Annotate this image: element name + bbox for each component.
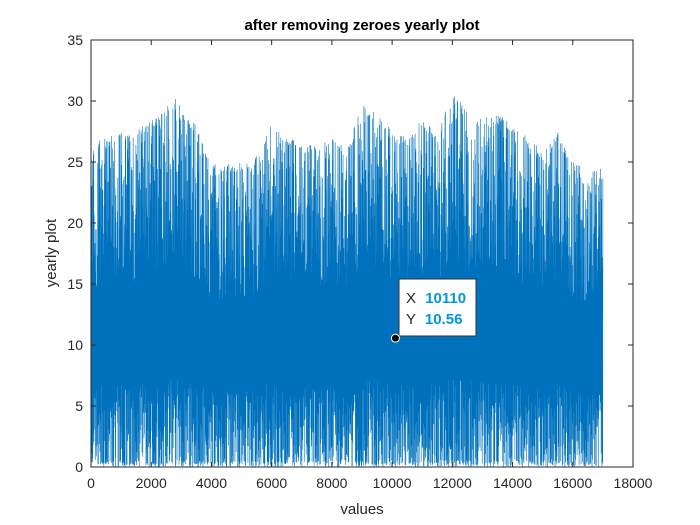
x-tick-label: 0 [87, 475, 95, 491]
y-tick-label: 20 [67, 215, 83, 231]
axes-box [90, 39, 634, 468]
x-tick-label: 6000 [256, 475, 287, 491]
y-tick-label: 5 [75, 398, 83, 414]
y-tick-label: 10 [67, 337, 83, 353]
datatip-marker[interactable] [390, 333, 400, 343]
y-tick-label: 25 [67, 154, 83, 170]
datatip-y-row: Y 10.56 [406, 311, 462, 328]
x-tick-label: 8000 [316, 475, 347, 491]
y-axis-label: yearly plot [43, 218, 60, 287]
x-tick-label: 14000 [493, 475, 532, 491]
datatip-y-label: Y [406, 311, 416, 328]
datatip-box [398, 278, 477, 337]
y-tick-label: 0 [75, 459, 83, 475]
x-tick-label: 16000 [553, 475, 592, 491]
datatip-x-value: 10110 [425, 290, 466, 307]
x-tick-label: 18000 [614, 475, 653, 491]
datatip-x-label: X [406, 290, 416, 307]
y-axis: 0 5 10 15 20 25 30 35 [67, 32, 633, 475]
y-tick-label: 15 [67, 276, 83, 292]
chart-title: after removing zeroes yearly plot [244, 17, 479, 34]
datatip[interactable]: X 10110 Y 10.56 [390, 278, 477, 343]
x-axis: 0 2000 4000 6000 8000 10000 12000 14000 16000 180… [87, 40, 653, 491]
x-tick-label: 12000 [433, 475, 472, 491]
datatip-x-row: X 10110 [406, 290, 466, 307]
series-layer [90, 96, 604, 468]
x-tick-label: 2000 [136, 475, 167, 491]
x-axis-label: values [340, 501, 383, 518]
y-tick-label: 35 [67, 32, 83, 48]
x-tick-label: 10000 [373, 475, 412, 491]
series-line [90, 96, 604, 468]
x-tick-label: 4000 [196, 475, 227, 491]
y-tick-label: 30 [67, 93, 83, 109]
datatip-y-value: 10.56 [425, 311, 463, 328]
